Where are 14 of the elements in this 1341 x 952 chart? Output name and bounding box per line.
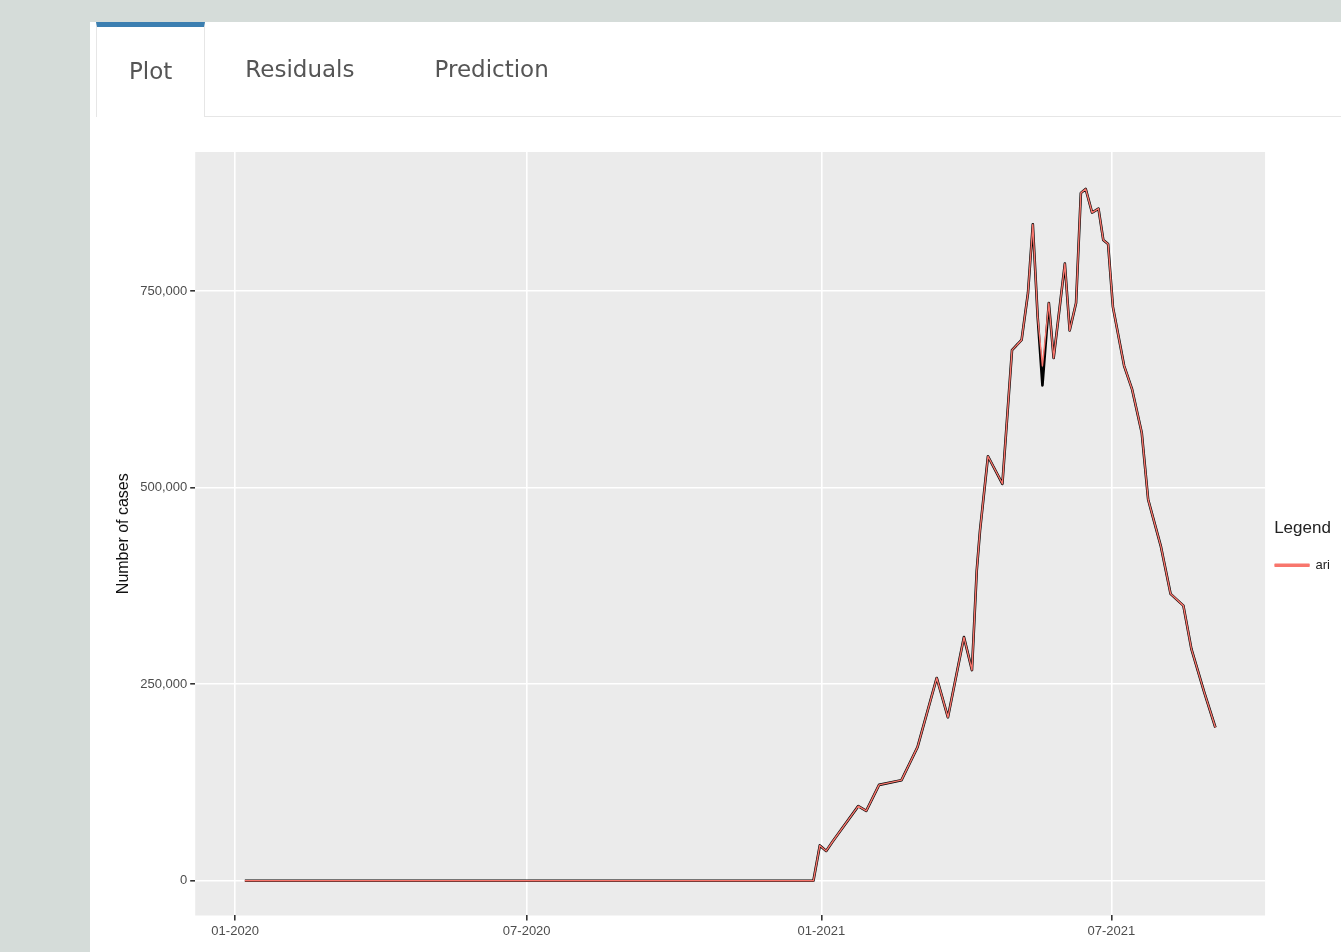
x-tick-label: 07-2021 [1087, 922, 1136, 938]
text: Prediction [433, 55, 550, 84]
y-tick-label: 0 [179, 872, 188, 888]
x-tick-label: 01-2020 [211, 922, 260, 938]
y-tick-label: 250,000 [140, 675, 188, 691]
text: Plot [96, 22, 206, 117]
legend-title: Legend [1274, 518, 1331, 538]
x-tick-label: 07-2020 [502, 922, 551, 938]
legend-label: ari [1315, 556, 1331, 572]
y-axis-title: Number of cases [114, 473, 132, 595]
text: Residuals [244, 55, 356, 84]
x-tick-label: 01-2021 [797, 922, 846, 938]
y-tick-label: 500,000 [140, 479, 188, 495]
y-tick-label: 750,000 [140, 282, 188, 298]
